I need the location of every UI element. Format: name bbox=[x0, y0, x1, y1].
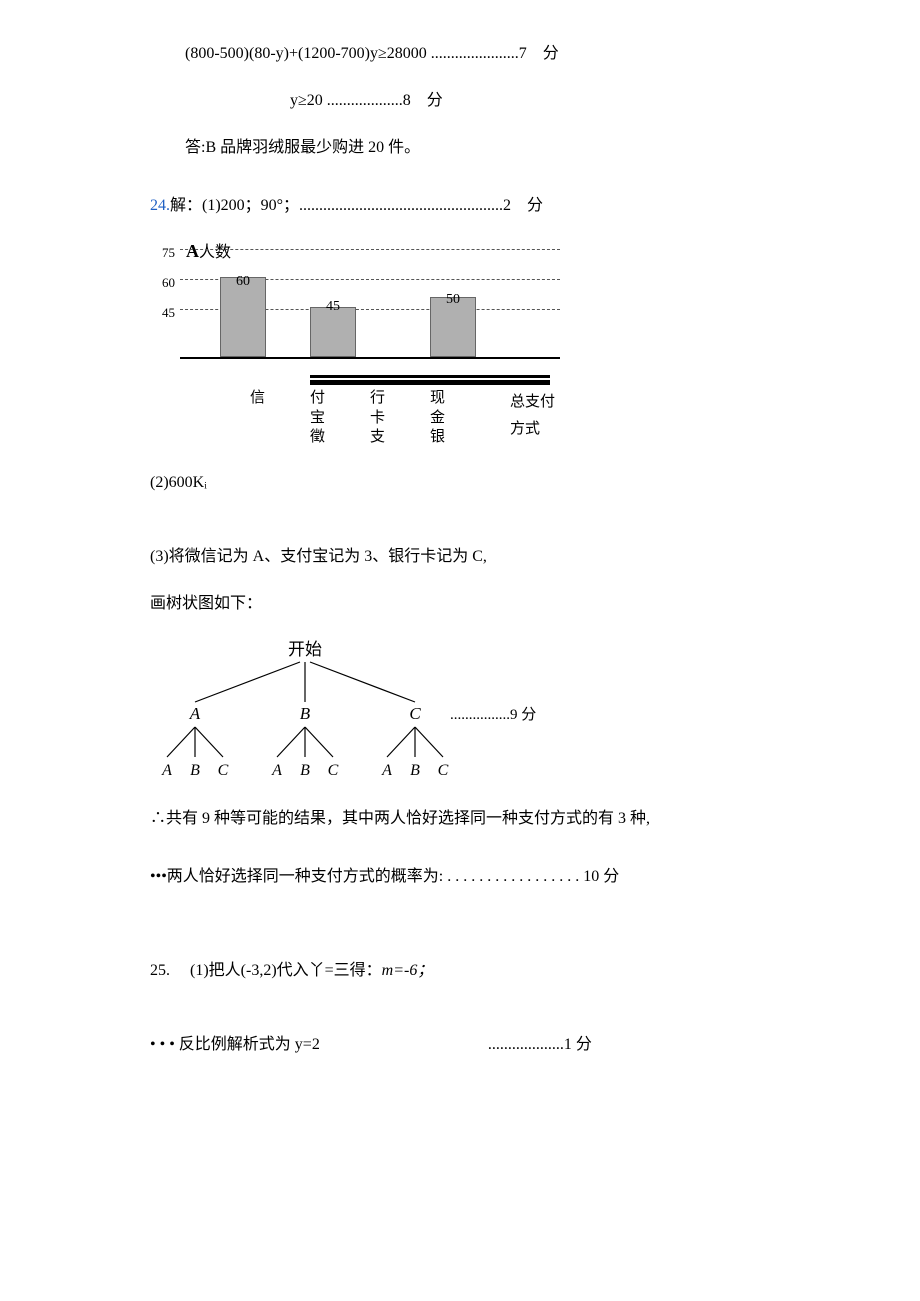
equation-line-2: y≥20 ...................8 分 bbox=[150, 87, 770, 116]
equation-line-1: (800-500)(80-y)+(1200-700)y≥28000 ......… bbox=[150, 40, 770, 69]
chart-gridline bbox=[180, 249, 560, 250]
bar-value-label: 60 bbox=[220, 269, 266, 294]
part-3-line-2: 画树状图如下： bbox=[150, 590, 770, 619]
svg-text:开始: 开始 bbox=[288, 640, 322, 659]
svg-text:C: C bbox=[328, 762, 339, 779]
x-axis-label: 信 bbox=[250, 389, 265, 409]
svg-text:................9 分: ................9 分 bbox=[450, 706, 536, 723]
svg-text:B: B bbox=[300, 704, 311, 723]
bar-value-label: 50 bbox=[430, 287, 476, 312]
x-axis-right-label: 总支付方式 bbox=[510, 389, 560, 443]
svg-text:C: C bbox=[438, 762, 449, 779]
x-axis-labels: 信 付宝徵 行卡支 现金银 总支付方式 bbox=[180, 389, 560, 449]
svg-text:C: C bbox=[409, 704, 421, 723]
y-tick-label: 45 bbox=[150, 301, 175, 324]
svg-text:B: B bbox=[190, 762, 200, 779]
x-axis-label: 现金银 bbox=[430, 389, 445, 448]
q24-number: 24. bbox=[150, 197, 170, 214]
part-3-line-1: (3)将微信记为 A、支付宝记为 3、银行卡记为 C, bbox=[150, 543, 770, 572]
x-axis-label: 付宝徵 bbox=[310, 389, 325, 448]
chart-plot-area: 756045604550 bbox=[180, 239, 560, 359]
conclusion-1: ∴共有 9 种等可能的结果，其中两人恰好选择同一种支付方式的有 3 种, bbox=[150, 805, 770, 834]
x-axis-label: 行卡支 bbox=[370, 389, 385, 448]
svg-text:A: A bbox=[381, 762, 392, 779]
bar-value-label: 45 bbox=[310, 294, 356, 319]
bar-chart: A人数 756045604550 信付宝徵行卡支现金银总支付方式 bbox=[150, 239, 570, 449]
part-2: (2)600Kᵢ bbox=[150, 469, 770, 498]
q25-line-2: • • • 反比例解析式为 y=2 ...................1 分 bbox=[150, 1031, 770, 1060]
answer-line: 答:B 品牌羽绒服最少购进 20 件。 bbox=[150, 134, 770, 163]
tree-diagram: 开始 A B C A B C A B C A B C ................9 分 bbox=[150, 637, 770, 787]
q25-line-1: 25. (1)把人(-3,2)代入丫=三得：m=-6； bbox=[150, 957, 770, 986]
svg-text:A: A bbox=[189, 704, 201, 723]
conclusion-2: •••两人恰好选择同一种支付方式的概率为: . . . . . . . . . … bbox=[150, 863, 770, 892]
svg-text:B: B bbox=[410, 762, 420, 779]
x-axis-thick bbox=[310, 375, 550, 385]
y-tick-label: 75 bbox=[150, 241, 175, 264]
tree-svg: 开始 A B C A B C A B C A B C ................9 分 bbox=[150, 637, 630, 787]
q24-solution-text: 解：(1)200；90°；...........................… bbox=[170, 197, 543, 214]
q24-heading: 24.解：(1)200；90°；........................… bbox=[150, 192, 770, 221]
svg-text:A: A bbox=[161, 762, 172, 779]
svg-text:C: C bbox=[218, 762, 229, 779]
y-tick-label: 60 bbox=[150, 271, 175, 294]
svg-text:B: B bbox=[300, 762, 310, 779]
svg-text:A: A bbox=[271, 762, 282, 779]
